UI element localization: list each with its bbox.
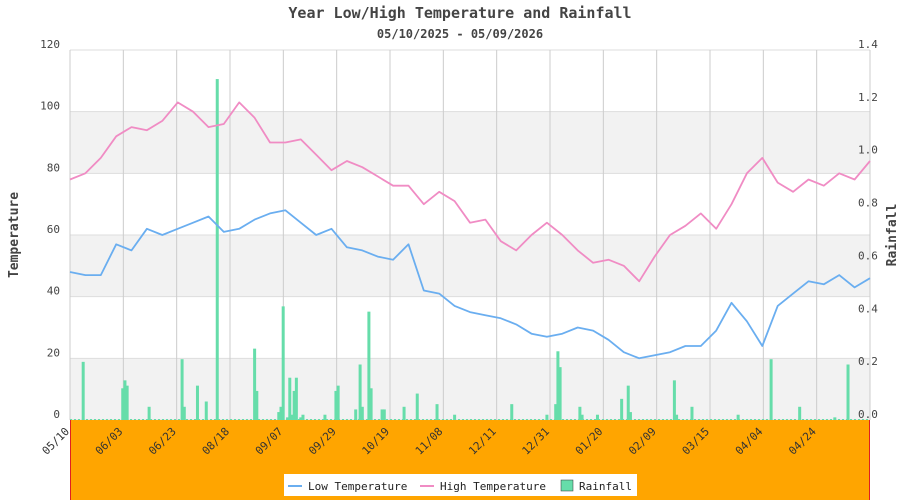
y2-axis-ticks: 0.0 0.2 0.4 0.6 0.8 1.0 1.2 1.4: [858, 38, 878, 421]
rain-bar: [415, 393, 419, 420]
rain-bar: [180, 359, 184, 420]
rain-bar: [81, 361, 85, 420]
plot-band: [70, 50, 870, 112]
y-tick-label: 20: [47, 346, 60, 359]
y-tick-label: 100: [40, 100, 60, 113]
rain-bar: [626, 385, 630, 420]
y-tick-label: 40: [47, 285, 60, 298]
rain-bar: [554, 404, 558, 420]
rain-bar: [402, 406, 406, 420]
rain-bar: [367, 311, 371, 420]
y-tick-label: 120: [40, 38, 60, 51]
rain-bar: [360, 406, 364, 420]
y2-tick-label: 0.0: [858, 408, 878, 421]
y2-axis-label: Rainfall: [885, 204, 900, 267]
high-temperature-line: [69, 101, 871, 283]
rain-bar: [595, 414, 599, 420]
y2-tick-label: 1.0: [858, 144, 878, 157]
rain-bar: [620, 398, 624, 420]
rain-bar: [125, 385, 129, 420]
low-temperature-line: [69, 209, 871, 360]
rain-bar: [281, 306, 285, 420]
rain-bar: [769, 359, 773, 420]
rain-bar: [556, 351, 560, 420]
rain-bar: [288, 377, 292, 420]
rain-bar: [736, 414, 740, 420]
rain-bar: [580, 414, 584, 420]
plot-band: [70, 358, 870, 420]
chart-subtitle: 05/10/2025 - 05/09/2026: [377, 27, 543, 41]
plot-band: [70, 111, 870, 174]
legend-label-high: High Temperature: [440, 480, 546, 493]
rain-bar: [675, 414, 679, 420]
rain-bar: [545, 414, 549, 420]
rain-bar: [323, 414, 327, 420]
rain-bar: [195, 385, 199, 420]
rain-bar: [290, 414, 294, 420]
rain-bar: [510, 404, 514, 420]
rain-bar: [336, 385, 340, 420]
plot-bands: [70, 50, 870, 420]
y-tick-label: 0: [53, 408, 60, 421]
rain-bar: [369, 388, 373, 420]
rain-bar: [182, 406, 186, 420]
rain-bar: [628, 412, 632, 420]
rain-bar: [123, 380, 127, 420]
rain-bar: [299, 417, 303, 420]
y-tick-label: 80: [47, 161, 60, 174]
plot-band: [70, 173, 870, 235]
chart-title: Year Low/High Temperature and Rainfall: [288, 4, 631, 22]
rain-bar: [358, 364, 362, 420]
x-tick-label: 05/10: [40, 425, 73, 458]
rain-bar: [453, 414, 457, 420]
rain-bar: [204, 401, 208, 420]
rain-bar: [833, 417, 837, 420]
y2-tick-label: 0.2: [858, 355, 878, 368]
legend: Low Temperature High Temperature Rainfal…: [284, 474, 637, 496]
rain-bar: [380, 409, 384, 420]
plot-band: [70, 235, 870, 297]
rain-bar: [435, 404, 439, 420]
y2-tick-label: 0.6: [858, 249, 878, 262]
rain-bar: [558, 367, 562, 420]
rain-bar: [286, 417, 290, 420]
y2-tick-label: 1.2: [858, 91, 878, 104]
legend-swatch-rain: [560, 479, 574, 492]
y2-tick-label: 0.8: [858, 197, 878, 210]
rain-bar: [354, 409, 358, 420]
rain-bar: [277, 412, 281, 420]
rain-bar: [578, 406, 582, 420]
rain-bar: [292, 390, 296, 420]
y2-tick-label: 1.4: [858, 38, 878, 51]
y-axis-ticks: 0 20 40 60 80 100 120: [40, 38, 60, 421]
rain-bar: [382, 409, 386, 420]
legend-label-low: Low Temperature: [308, 480, 407, 493]
rain-bar: [672, 380, 676, 420]
legend-box: [284, 474, 637, 496]
rain-bar: [301, 414, 305, 420]
rain-bar: [690, 406, 694, 420]
rain-bar: [215, 79, 219, 421]
y-axis-label: Temperature: [7, 192, 22, 278]
rainfall-bars: [70, 79, 870, 421]
rain-bar: [253, 348, 257, 420]
rain-bar: [334, 390, 338, 420]
rain-bar: [279, 406, 283, 420]
rain-bar: [294, 377, 298, 420]
rain-bar: [121, 388, 125, 420]
plot-band: [70, 296, 870, 359]
temperature-lines: [69, 101, 871, 360]
legend-label-rain: Rainfall: [579, 480, 632, 493]
rain-bar: [798, 406, 802, 420]
y2-tick-label: 0.4: [858, 302, 878, 315]
rain-bar: [255, 390, 259, 420]
rain-bar: [147, 406, 151, 420]
rain-bar: [846, 364, 850, 420]
y-tick-label: 60: [47, 223, 60, 236]
